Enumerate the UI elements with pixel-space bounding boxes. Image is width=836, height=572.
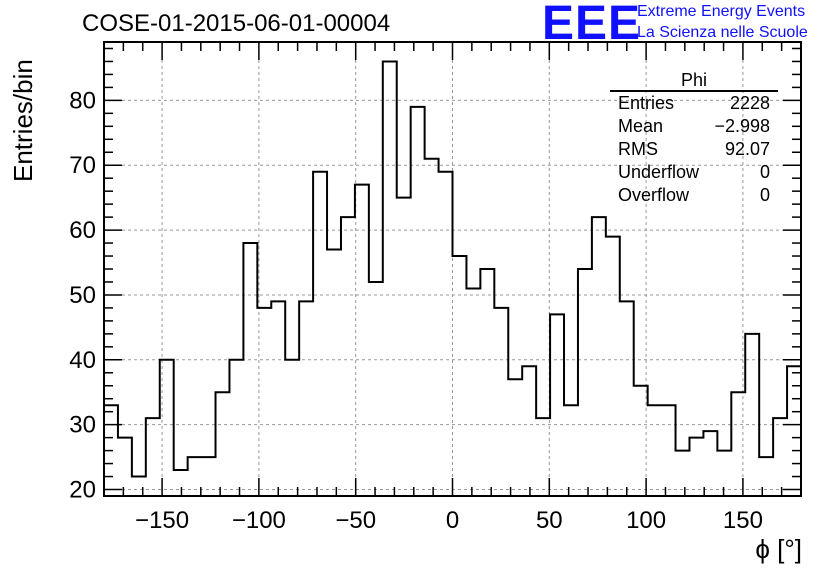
y-tick-label: 30: [69, 412, 96, 439]
y-tick-label: 70: [69, 152, 96, 179]
y-tick-label: 40: [69, 347, 96, 374]
stats-value: 0: [759, 185, 770, 205]
tick-labels: −150 −100 −50 0 50 100 150 20 30 40 50 60 70 80: [69, 87, 763, 534]
stats-value: 0: [759, 162, 770, 182]
eee-subtitle-line1: Extreme Energy Events: [637, 3, 806, 20]
stats-box: Phi Entries 2228 Mean −2.998 RMS 92.07 U…: [610, 70, 778, 207]
y-tick-label: 50: [69, 282, 96, 309]
y-tick-label: 60: [69, 217, 96, 244]
stats-value: 92.07: [724, 139, 770, 159]
stats-label: RMS: [618, 139, 658, 159]
axis-ticks: [104, 42, 801, 496]
eee-logo: EEE: [542, 0, 642, 50]
y-axis-label: Entries/bin: [8, 59, 38, 182]
histogram-series: [104, 60, 801, 478]
x-tick-label: 0: [446, 507, 459, 534]
x-tick-label: 50: [536, 507, 563, 534]
stats-row-entries: Entries 2228: [610, 92, 778, 115]
stats-row-underflow: Underflow 0: [610, 161, 778, 184]
x-tick-label: −150: [135, 507, 189, 534]
x-tick-label: −50: [335, 507, 376, 534]
y-tick-label: 20: [69, 477, 96, 504]
stats-label: Underflow: [618, 162, 700, 182]
x-tick-label: 100: [626, 507, 666, 534]
stats-label: Entries: [618, 93, 675, 113]
stats-value: 2228: [729, 93, 770, 113]
x-tick-label: 150: [723, 507, 763, 534]
stats-label: Mean: [618, 116, 664, 136]
stats-name: Phi: [610, 70, 778, 92]
eee-subtitle-line2: La Scienza nelle Scuole: [637, 24, 808, 41]
stats-row-rms: RMS 92.07: [610, 138, 778, 161]
plot-frame: [103, 41, 802, 497]
stats-row-mean: Mean −2.998: [610, 115, 778, 138]
x-axis-label: ϕ [°]: [755, 534, 802, 564]
y-tick-label: 80: [69, 87, 96, 114]
stats-label: Overflow: [618, 185, 690, 205]
run-title: COSE-01-2015-06-01-00004: [82, 10, 391, 37]
stats-row-overflow: Overflow 0: [610, 184, 778, 207]
x-tick-label: −100: [232, 507, 286, 534]
stats-value: −2.998: [714, 116, 770, 136]
